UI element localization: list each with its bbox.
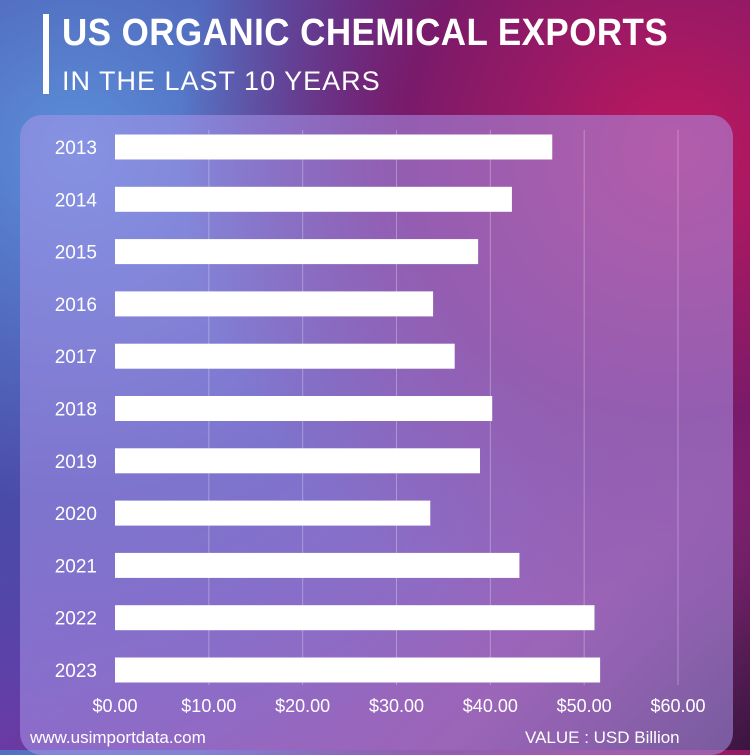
y-tick-label: 2021 <box>55 556 97 577</box>
y-tick-label: 2017 <box>55 347 97 368</box>
x-tick-label: $40.00 <box>463 696 518 716</box>
x-tick-label: $30.00 <box>369 696 424 716</box>
bar-2017 <box>115 343 455 369</box>
y-tick-label: 2014 <box>55 190 98 211</box>
title-accent-bar <box>43 14 49 94</box>
x-tick-label: $60.00 <box>650 696 705 716</box>
x-tick-label: $20.00 <box>275 696 330 716</box>
bar-2014 <box>115 186 512 212</box>
bar-2016 <box>115 291 434 317</box>
bar-2018 <box>115 396 493 421</box>
bar-2020 <box>115 500 431 526</box>
unit-note: VALUE : USD Billion <box>525 728 680 747</box>
chart-subtitle: IN THE LAST 10 YEARS <box>62 66 381 96</box>
y-tick-label: 2019 <box>55 452 97 473</box>
y-tick-label: 2022 <box>55 609 97 630</box>
bar-2013 <box>115 134 553 160</box>
y-tick-label: 2023 <box>55 661 97 682</box>
x-tick-label: $0.00 <box>92 696 137 716</box>
y-tick-label: 2018 <box>55 400 97 421</box>
y-tick-label: 2020 <box>55 504 97 525</box>
y-tick-label: 2016 <box>55 295 97 316</box>
bar-2023 <box>115 657 601 683</box>
chart-panel <box>20 115 733 755</box>
y-tick-label: 2013 <box>55 138 97 159</box>
chart-title: US ORGANIC CHEMICAL EXPORTS <box>62 12 669 54</box>
y-tick-label: 2015 <box>55 243 97 264</box>
x-tick-label: $50.00 <box>557 696 612 716</box>
bar-2022 <box>115 605 595 631</box>
x-tick-label: $10.00 <box>181 696 236 716</box>
bar-2015 <box>115 239 479 265</box>
bar-2019 <box>115 448 481 474</box>
bar-2021 <box>115 552 520 578</box>
website-link[interactable]: www.usimportdata.com <box>30 728 206 747</box>
